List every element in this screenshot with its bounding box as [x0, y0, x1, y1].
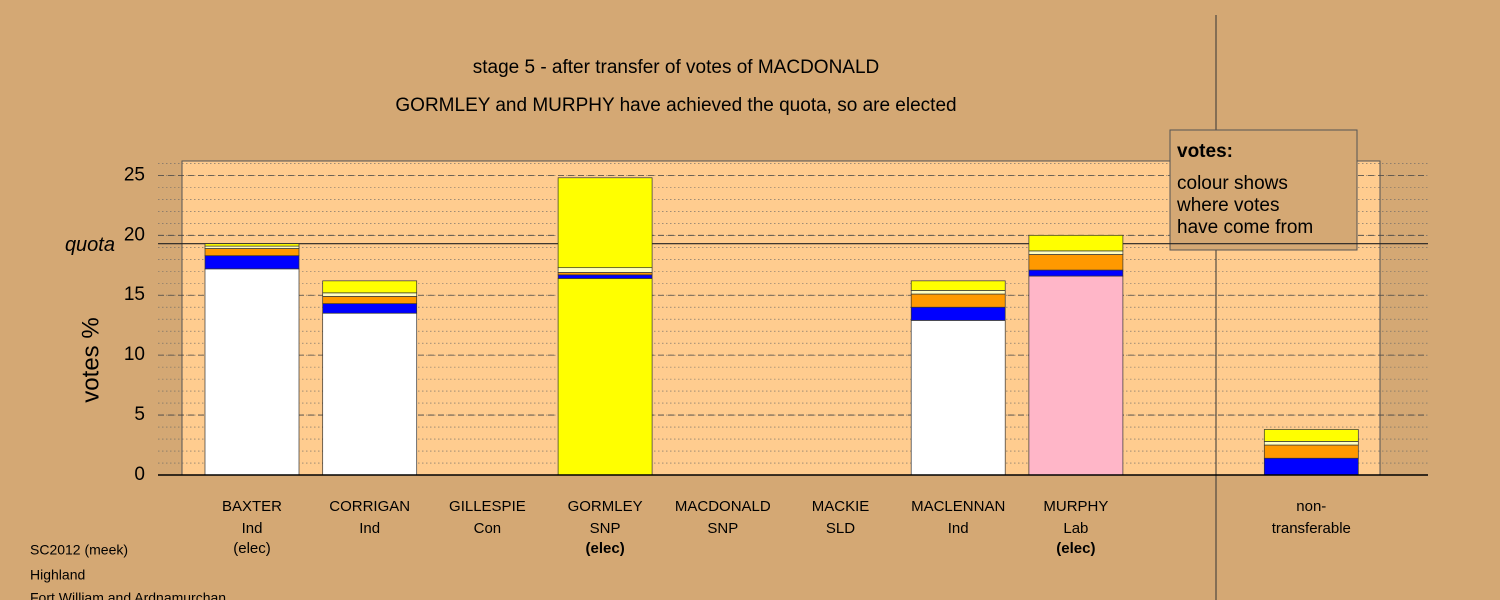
- legend-line: colour shows: [1177, 173, 1288, 194]
- bar-segment: [557, 278, 653, 476]
- y-tick-label: 5: [134, 404, 145, 425]
- x-tick-label: CORRIGAN: [329, 498, 410, 515]
- x-tick-status: (elec): [586, 540, 625, 557]
- bar-segment: [1028, 269, 1124, 277]
- x-tick-party: Ind: [948, 520, 969, 537]
- x-tick-party: SNP: [707, 520, 738, 537]
- bar-segment: [1263, 457, 1359, 476]
- x-tick-label: GORMLEY: [568, 498, 643, 515]
- chart-title: stage 5 - after transfer of votes of MAC…: [473, 57, 880, 78]
- bar-segment: [322, 312, 418, 476]
- bar-segment: [322, 303, 418, 314]
- x-tick-party: Lab: [1063, 520, 1088, 537]
- bar-segment: [557, 177, 653, 269]
- bar-segment: [204, 245, 300, 249]
- bar-segment: [1263, 429, 1359, 442]
- bar-segment: [322, 296, 418, 304]
- bar-segment: [204, 255, 300, 270]
- x-tick-label: MURPHY: [1043, 498, 1108, 515]
- bar-segment: [204, 248, 300, 257]
- x-tick-party: Ind: [359, 520, 380, 537]
- y-tick-label: 25: [124, 164, 145, 185]
- x-tick-status: (elec): [233, 540, 271, 557]
- x-tick-party: SNP: [590, 520, 621, 537]
- bar-segment: [910, 290, 1006, 295]
- bar-segment: [322, 292, 418, 297]
- x-tick-label: MACDONALD: [675, 498, 771, 515]
- bar-segment: [1263, 444, 1359, 459]
- bar-segment: [910, 320, 1006, 476]
- x-tick-label: BAXTER: [222, 498, 282, 515]
- legend-line: have come from: [1177, 217, 1313, 238]
- y-tick-label: 15: [124, 284, 145, 305]
- quota-label: quota: [65, 234, 115, 256]
- bar-segment: [1263, 441, 1359, 446]
- x-tick-party: SLD: [826, 520, 855, 537]
- bar-segment: [1028, 275, 1124, 476]
- bar-segment: [1028, 254, 1124, 271]
- bar-segment: [557, 274, 653, 279]
- x-tick-label: MACKIE: [812, 498, 870, 515]
- bar-segment: [910, 306, 1006, 321]
- x-tick-label: non-: [1296, 498, 1326, 515]
- bar-segment: [204, 243, 300, 247]
- footer-line: SC2012 (meek): [30, 542, 128, 558]
- x-tick-label: MACLENNAN: [911, 498, 1005, 515]
- legend: votes: colour shows where votes have com…: [1169, 129, 1358, 251]
- bar-segment: [322, 280, 418, 294]
- legend-line: where votes: [1176, 195, 1279, 216]
- bar-segment: [557, 272, 653, 276]
- y-axis-label: votes %: [77, 317, 104, 402]
- x-tick-label: GILLESPIE: [449, 498, 526, 515]
- footer-line: Highland: [30, 567, 85, 583]
- x-tick-party: transferable: [1272, 520, 1351, 537]
- y-tick-label: 0: [134, 464, 145, 485]
- y-tick-label: 10: [124, 344, 145, 365]
- bar-segment: [910, 293, 1006, 308]
- bar-segment: [557, 267, 653, 273]
- footer-line: Fort William and Ardnamurchan: [30, 590, 226, 600]
- legend-box: [1169, 129, 1358, 251]
- bar-segment: [204, 268, 300, 476]
- x-tick-party: Ind: [242, 520, 263, 537]
- bar-segment: [910, 280, 1006, 291]
- bar-segment: [1028, 234, 1124, 252]
- legend-title: votes:: [1177, 141, 1233, 162]
- bar-segment: [1028, 250, 1124, 255]
- x-tick-status: (elec): [1056, 540, 1095, 557]
- x-tick-party: Con: [474, 520, 502, 537]
- chart-subtitle: GORMLEY and MURPHY have achieved the quo…: [395, 95, 956, 116]
- y-tick-label: 20: [124, 224, 145, 245]
